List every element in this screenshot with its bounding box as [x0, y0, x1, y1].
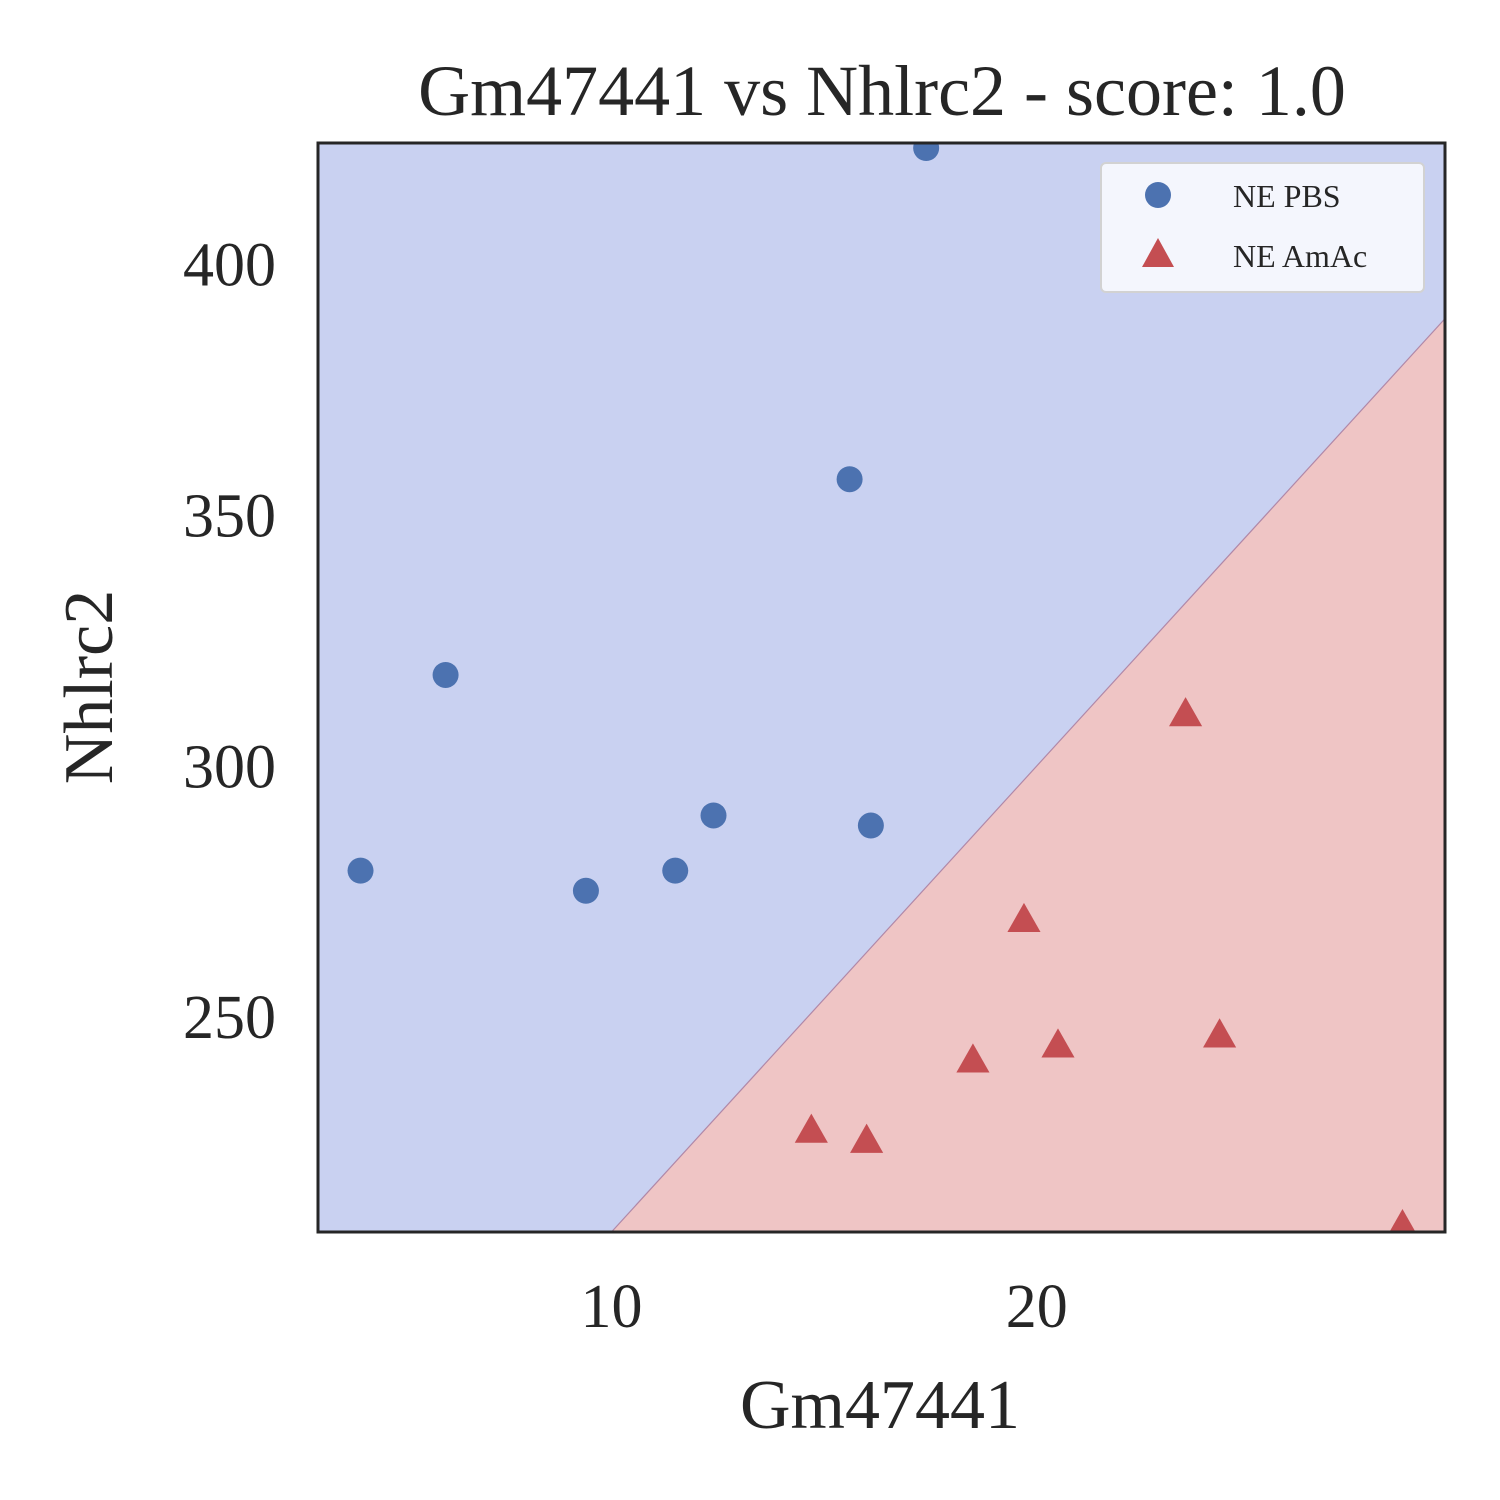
data-point-ne-amac-2 — [850, 1123, 884, 1153]
legend: NE PBS NE AmAc — [1100, 162, 1425, 293]
chart-title: Gm47441 vs Nhlrc2 - score: 1.0 — [418, 51, 1346, 131]
data-points — [347, 143, 1416, 1232]
x-tick-label-10: 10 — [580, 1273, 642, 1341]
data-point-ne-pbs-6 — [836, 466, 863, 493]
legend-label-ne-pbs: NE PBS — [1233, 178, 1341, 214]
decision-region-ne-pbs — [318, 143, 1445, 1232]
data-point-ne-pbs-2 — [432, 661, 459, 688]
data-point-ne-pbs-8 — [913, 143, 940, 162]
x-tick-label-20: 20 — [1006, 1273, 1068, 1341]
y-tick-label-400: 400 — [183, 231, 276, 299]
y-tick-label-350: 350 — [183, 482, 276, 550]
legend-label-ne-amac: NE AmAc — [1233, 238, 1367, 274]
y-tick-label-250: 250 — [183, 984, 276, 1052]
data-point-ne-amac-4 — [1007, 902, 1041, 933]
data-point-ne-amac-3 — [956, 1043, 990, 1073]
data-point-ne-pbs-3 — [572, 877, 599, 904]
x-axis-label: Gm47441 — [740, 1367, 1020, 1444]
data-point-ne-amac-6 — [1169, 697, 1203, 727]
data-point-ne-pbs-1 — [347, 857, 374, 884]
data-point-ne-amac-7 — [1203, 1018, 1237, 1048]
y-axis-ticks: 250 300 350 400 — [183, 231, 276, 1052]
y-axis-label: Nhlrc2 — [51, 590, 128, 784]
data-point-ne-pbs-4 — [662, 857, 689, 884]
plot-area — [318, 143, 1445, 1232]
data-point-ne-amac-8 — [1389, 1208, 1416, 1232]
decision-boundary-line — [611, 318, 1445, 1232]
plot-frame — [316, 141, 1447, 1234]
data-point-ne-pbs-7 — [857, 812, 884, 839]
legend-box — [1100, 162, 1425, 293]
x-axis-ticks: 10 20 — [580, 1273, 1067, 1341]
data-point-ne-amac-5 — [1041, 1028, 1075, 1058]
legend-marker-ne-pbs — [1145, 182, 1171, 208]
data-point-ne-pbs-5 — [700, 802, 727, 829]
y-tick-label-300: 300 — [183, 733, 276, 801]
legend-marker-ne-amac — [1142, 238, 1174, 267]
data-point-ne-amac-1 — [794, 1113, 828, 1143]
